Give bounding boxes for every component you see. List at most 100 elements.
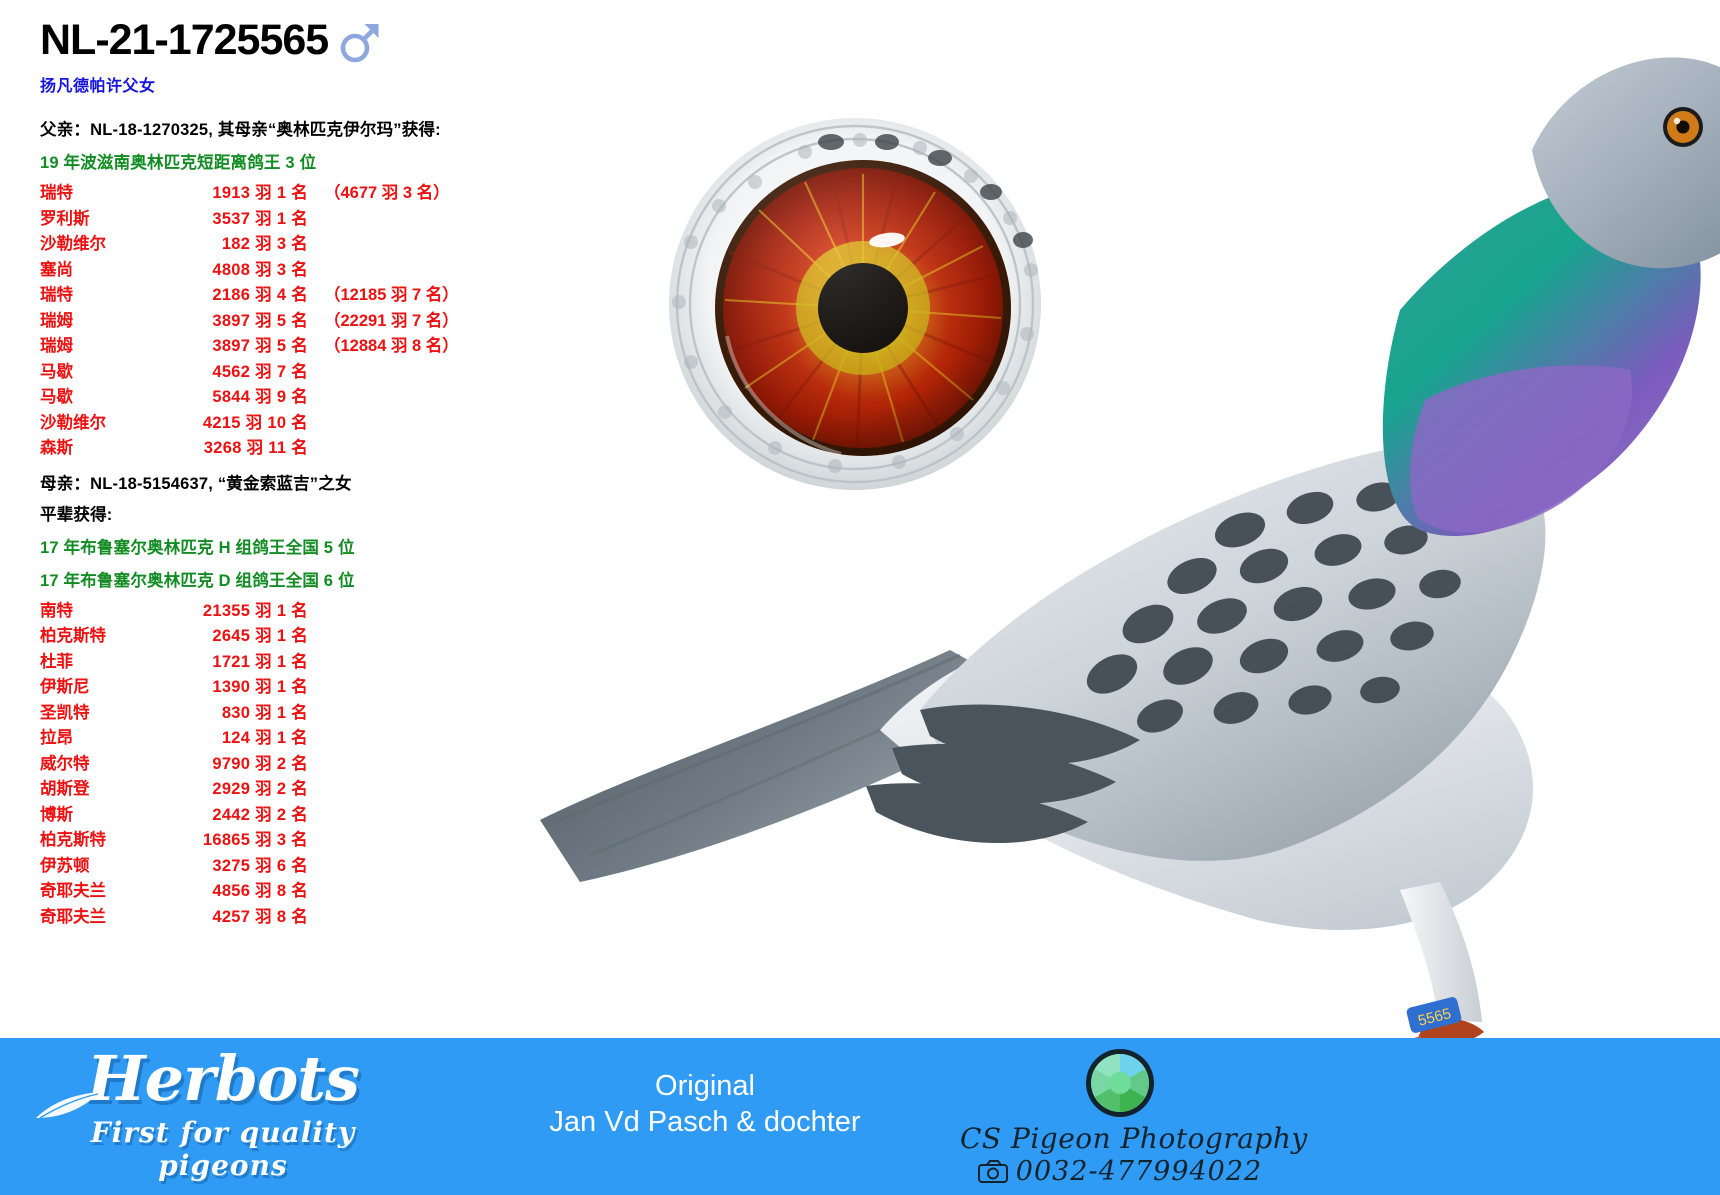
camera-icon — [977, 1159, 1008, 1184]
race-name: 圣凯特 — [40, 703, 90, 722]
race-result: 3897 羽 5 名 — [212, 311, 308, 330]
race-result: 2442 羽 2 名 — [212, 805, 308, 824]
result-row: 南特 21355 羽 1 名 — [40, 597, 650, 623]
result-row: 柏克斯特 16865 羽 3 名 — [40, 826, 650, 852]
result-row: 柏克斯特 2645 羽 1 名 — [40, 622, 650, 648]
race-name: 南特 — [40, 601, 73, 620]
dam-championship-1: 17 年布鲁塞尔奥林匹克 H 组鸽王全国 5 位 — [40, 538, 355, 557]
ring-number-text: NL-21-1725565 — [40, 15, 329, 64]
result-row: 马歇 4562 羽 7 名 — [40, 358, 650, 384]
sire-championship: 19 年波滋南奥林匹克短距离鸽王 3 位 — [40, 154, 317, 172]
race-result: 2645 羽 1 名 — [212, 627, 308, 645]
result-row: 威尔特 9790 羽 2 名 — [40, 750, 650, 776]
dam-championship-2: 17 年布鲁塞尔奥林匹克 D 组鸽王全国 6 位 — [40, 571, 355, 590]
photo-credit-block: CS Pigeon Photography 0032-477994022 — [960, 1046, 1308, 1187]
race-name: 拉昂 — [40, 729, 73, 747]
race-name: 柏克斯特 — [40, 627, 106, 645]
photographer-phone-row: 0032-477994022 — [960, 1156, 1280, 1187]
result-row: 沙勒维尔 182 羽 3 名 — [40, 230, 650, 256]
race-result: 182 羽 3 名 — [221, 235, 308, 253]
race-result: 9790 羽 2 名 — [212, 754, 308, 773]
result-row: 马歇 5844 羽 9 名 — [40, 383, 650, 409]
photographer-phone: 0032-477994022 — [1015, 1156, 1263, 1187]
race-result: 2186 羽 4 名 — [212, 286, 308, 304]
race-result-extra: （22291 羽 7 名） — [324, 311, 459, 330]
result-row: 瑞特 2186 羽 4 名 （12185 羽 7 名） — [40, 281, 650, 307]
result-row: 塞尚 4808 羽 3 名 — [40, 256, 650, 282]
race-name: 瑞特 — [40, 286, 73, 304]
dam-results-list: 南特 21355 羽 1 名柏克斯特 2645 羽 1 名杜菲 1721 羽 1 名伊… — [40, 597, 650, 929]
race-result: 4215 羽 10 名 — [202, 413, 308, 432]
race-name: 柏克斯特 — [40, 831, 106, 849]
race-result: 5844 羽 9 名 — [212, 388, 308, 406]
race-result-extra: （12884 羽 8 名） — [324, 337, 459, 355]
result-row: 奇耶夫兰 4856 羽 8 名 — [40, 877, 650, 903]
race-name: 森斯 — [40, 439, 73, 457]
race-name: 瑞姆 — [40, 337, 73, 355]
race-result: 3268 羽 11 名 — [203, 439, 308, 457]
herbots-tagline: First for quality pigeons — [90, 1116, 356, 1182]
race-name: 杜菲 — [40, 652, 73, 671]
race-result: 2929 羽 2 名 — [212, 780, 308, 798]
result-row: 博斯 2442 羽 2 名 — [40, 801, 650, 827]
race-result: 16865 羽 3 名 — [202, 831, 308, 849]
race-name: 胡斯登 — [40, 780, 90, 798]
result-row: 瑞特 1913 羽 1 名 （4677 羽 3 名） — [40, 179, 650, 205]
race-name: 沙勒维尔 — [40, 235, 106, 253]
result-row: 圣凯特 830 羽 1 名 — [40, 699, 650, 725]
origin-label: Original — [655, 1070, 755, 1102]
result-row: 瑞姆 3897 羽 5 名 （12884 羽 8 名） — [40, 332, 650, 358]
race-result: 4257 羽 8 名 — [212, 907, 308, 926]
result-row: 罗利斯 3537 羽 1 名 — [40, 205, 650, 231]
result-row: 瑞姆 3897 羽 5 名 （22291 羽 7 名） — [40, 307, 650, 333]
result-row: 伊苏顿 3275 羽 6 名 — [40, 852, 650, 878]
ring-number-heading: NL-21-1725565 — [40, 15, 650, 64]
result-row: 沙勒维尔 4215 羽 10 名 — [40, 409, 650, 435]
race-result: 124 羽 1 名 — [221, 729, 308, 747]
result-row: 森斯 3268 羽 11 名 — [40, 434, 650, 460]
race-name: 马歇 — [40, 362, 73, 381]
race-name: 沙勒维尔 — [40, 413, 106, 432]
race-name: 塞尚 — [40, 260, 73, 279]
herbots-wordmark: Herbots — [87, 1042, 360, 1115]
dam-heading: 母亲：NL-18-5154637, “黄金索蓝吉”之女 — [40, 474, 352, 493]
race-name: 瑞特 — [40, 184, 73, 202]
sire-results-list: 瑞特 1913 羽 1 名 （4677 羽 3 名） 罗利斯 3537 羽 1 名沙勒维… — [40, 179, 650, 460]
dam-subheading: 平辈获得: — [40, 505, 113, 524]
race-result: 3537 羽 1 名 — [212, 209, 308, 228]
race-result: 4562 羽 7 名 — [212, 362, 308, 381]
origin-breeder: Jan Vd Pasch & dochter — [549, 1106, 861, 1139]
pigeon-eye-closeup-photo — [635, 112, 1075, 497]
pedigree-text-column: NL-21-1725565 扬凡德帕许父女 父亲：NL-18-1270325, … — [40, 18, 650, 928]
race-result: 4856 羽 8 名 — [212, 882, 308, 900]
race-result: 3275 羽 6 名 — [212, 856, 308, 875]
male-mars-icon — [338, 20, 382, 64]
race-name: 威尔特 — [40, 754, 90, 773]
race-name: 博斯 — [40, 805, 73, 824]
race-result: 1390 羽 1 名 — [212, 678, 308, 696]
result-row: 胡斯登 2929 羽 2 名 — [40, 775, 650, 801]
race-result: 21355 羽 1 名 — [202, 601, 308, 620]
race-result: 3897 羽 5 名 — [212, 337, 308, 355]
race-result: 1721 羽 1 名 — [212, 652, 308, 671]
race-result-extra: （4677 羽 3 名） — [324, 184, 450, 202]
breeder-subtitle: 扬凡德帕许父女 — [40, 78, 156, 95]
race-result: 1913 羽 1 名 — [212, 184, 308, 202]
herbots-logo: Herbots First for quality pigeons — [28, 1048, 418, 1188]
feather-icon — [34, 1088, 104, 1124]
photographer-name: CS Pigeon Photography — [960, 1122, 1308, 1155]
result-row: 伊斯尼 1390 羽 1 名 — [40, 673, 650, 699]
bottom-banner: Herbots First for quality pigeons Origin… — [0, 1038, 1720, 1195]
result-row: 拉昂 124 羽 1 名 — [40, 724, 650, 750]
race-name: 奇耶夫兰 — [40, 882, 106, 900]
race-name: 瑞姆 — [40, 311, 73, 330]
race-name: 奇耶夫兰 — [40, 907, 106, 926]
race-result-extra: （12185 羽 7 名） — [324, 286, 459, 304]
aperture-icon — [1083, 1046, 1157, 1120]
result-row: 奇耶夫兰 4257 羽 8 名 — [40, 903, 650, 929]
race-name: 罗利斯 — [40, 209, 90, 228]
sire-heading: 父亲：NL-18-1270325, 其母亲“奥林匹克伊尔玛”获得: — [40, 121, 441, 139]
race-name: 伊苏顿 — [40, 856, 90, 875]
result-row: 杜菲 1721 羽 1 名 — [40, 648, 650, 674]
